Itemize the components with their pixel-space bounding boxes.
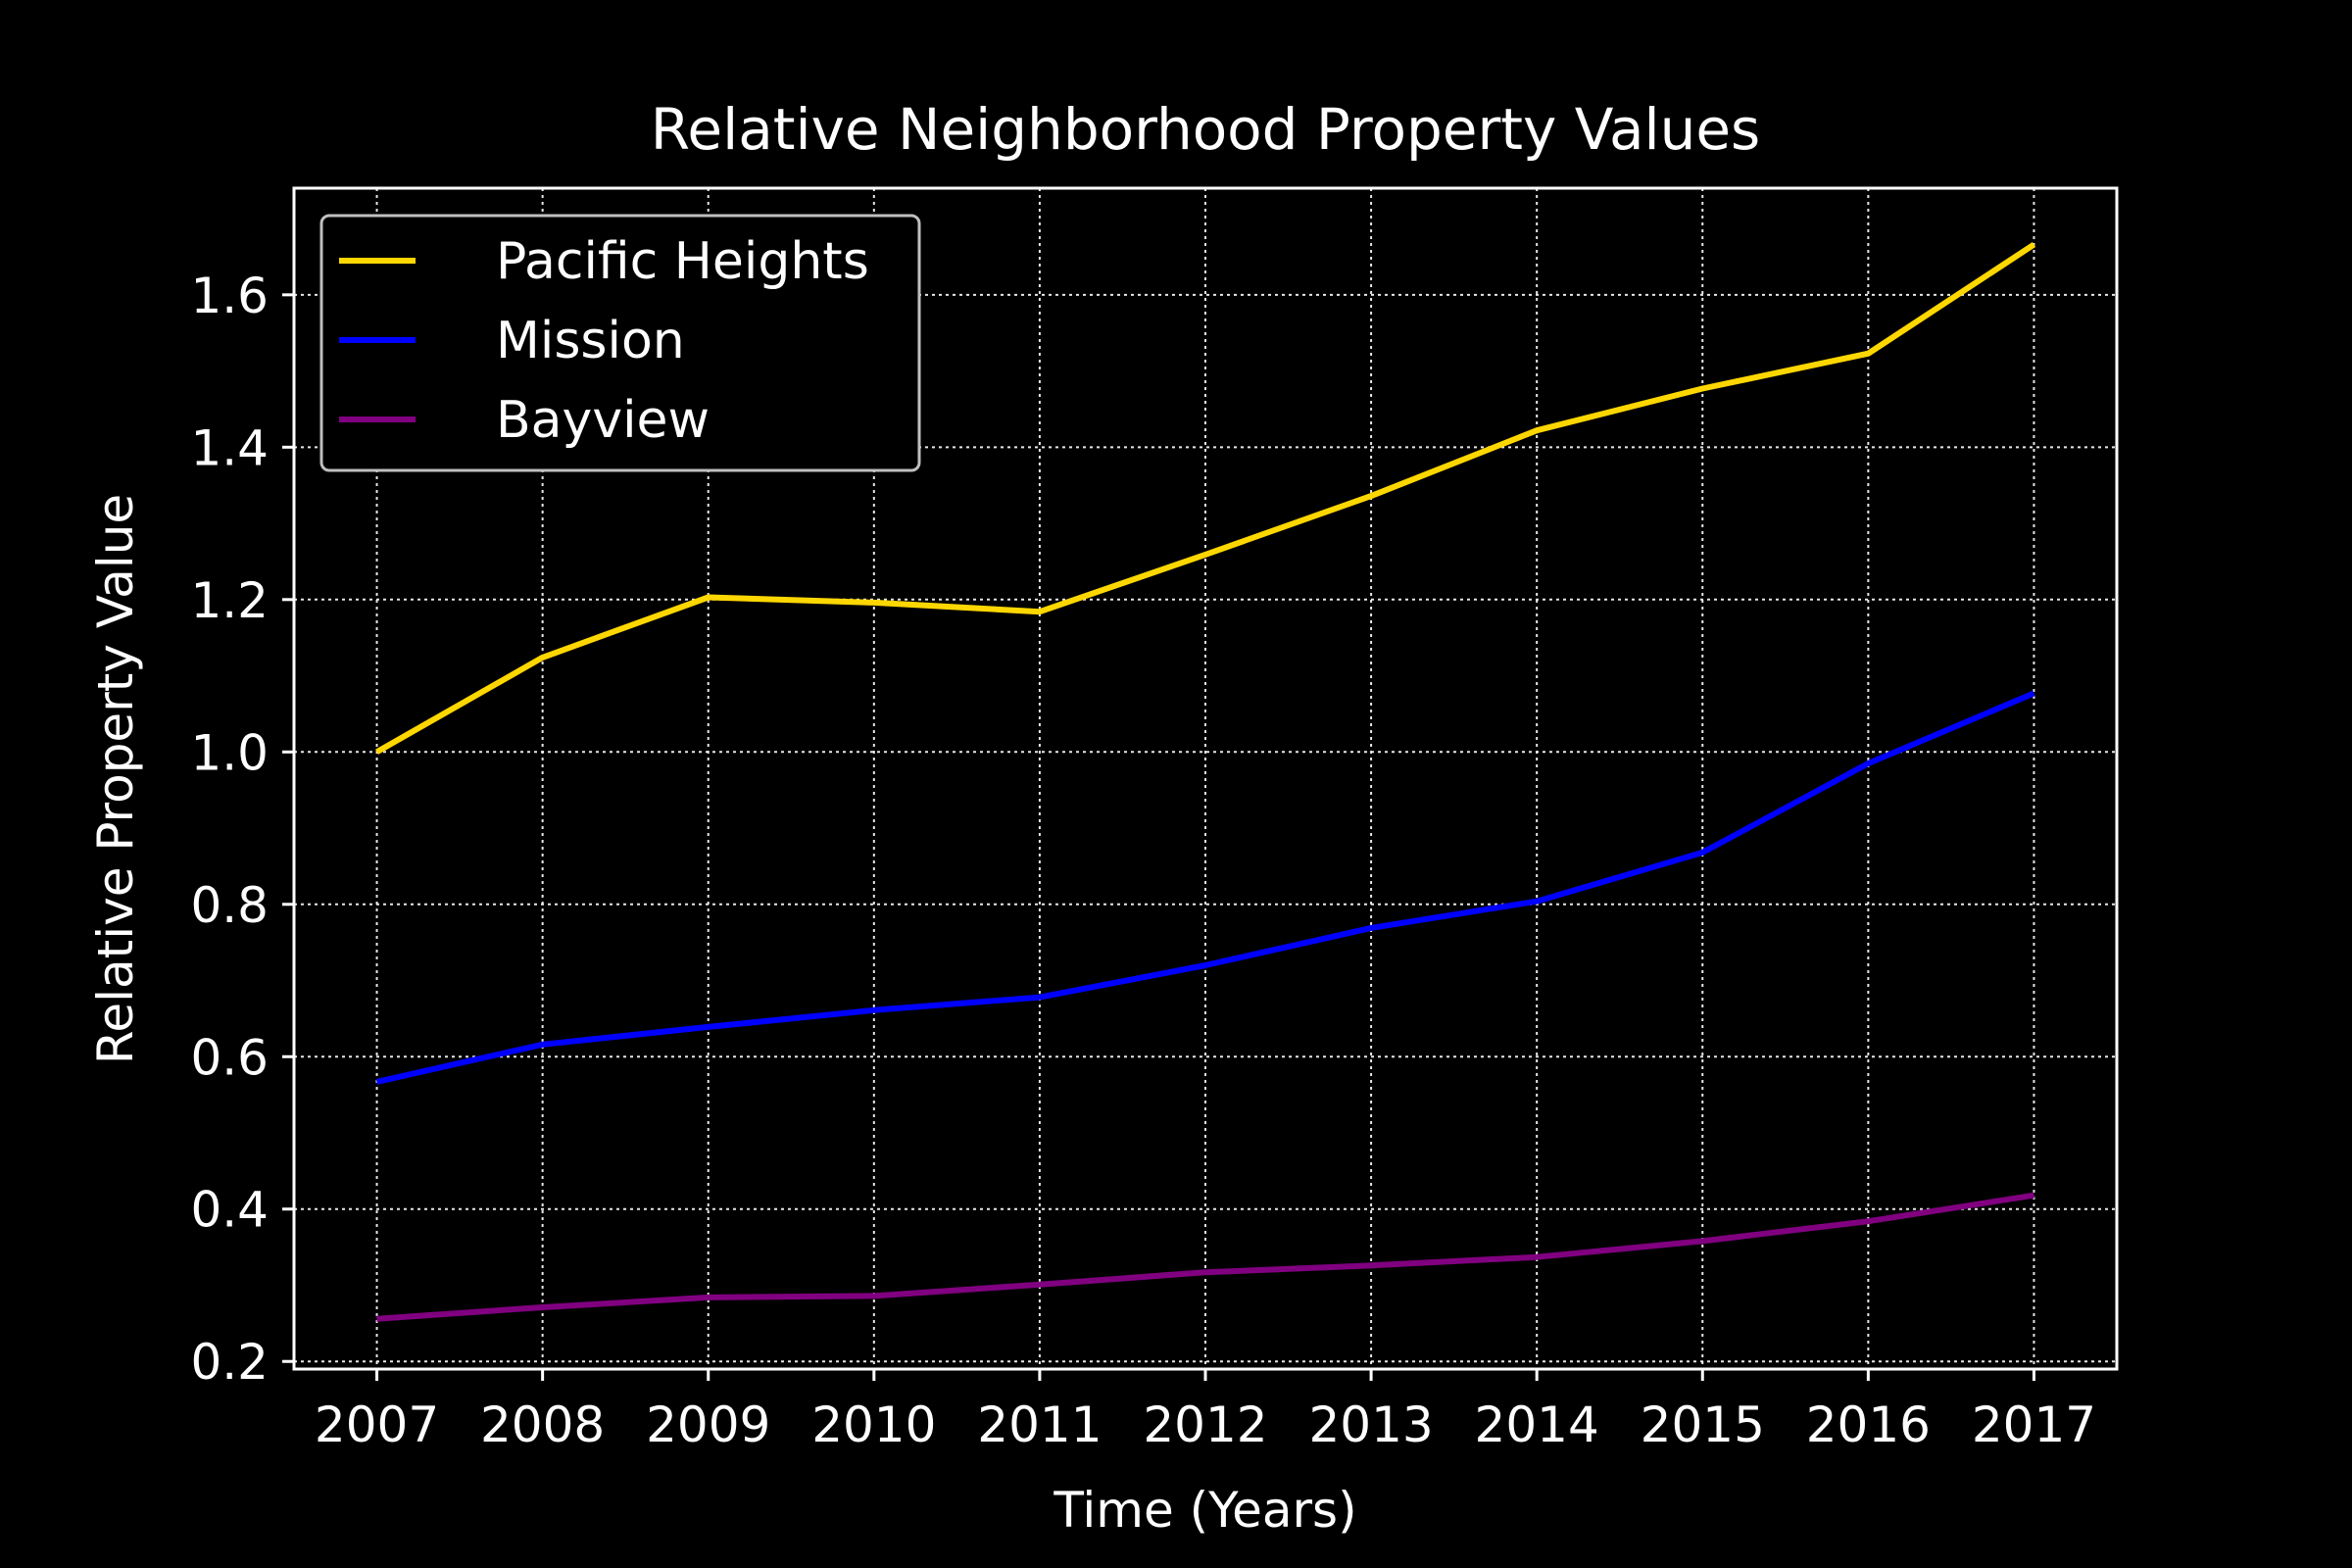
legend-label-mission: Mission [496,312,685,370]
x-axis-label: Time (Years) [1053,1482,1356,1539]
x-tick-label: 2013 [1308,1396,1433,1453]
y-tick-label: 0.4 [190,1182,269,1239]
y-tick-label: 1.6 [190,268,269,324]
y-axis-label: Relative Property Value [87,494,144,1064]
legend-label-bayview: Bayview [496,391,710,450]
y-tick-label: 1.0 [190,724,269,781]
y-tick-label: 0.6 [190,1029,269,1086]
legend-label-pacific-heights: Pacific Heights [496,232,869,291]
series-line-bayview [376,1192,2034,1322]
x-tick-label: 2009 [646,1396,770,1453]
y-tick-label: 0.8 [190,877,269,934]
x-tick-label: 2008 [480,1396,605,1453]
x-tick-label: 2017 [1972,1396,2096,1453]
x-tick-label: 2016 [1806,1396,1931,1453]
y-tick-label: 0.2 [190,1334,269,1391]
y-tick-label: 1.2 [190,572,269,629]
x-tick-label: 2015 [1641,1396,1765,1453]
x-tick-label: 2007 [315,1396,439,1453]
legend: Pacific Heights Mission Bayview [319,214,921,472]
grid [294,188,2117,1369]
series-lines [375,241,2036,1322]
x-tick-label: 2011 [977,1396,1102,1453]
chart-title: Relative Neighborhood Property Values [651,96,1761,163]
x-tick-label: 2010 [811,1396,936,1453]
x-tick-label: 2012 [1143,1396,1267,1453]
legend-box [319,214,921,472]
x-tick-label: 2014 [1475,1396,1599,1453]
y-tick-label: 1.4 [190,419,269,476]
series-line-mission [375,690,2035,1085]
series-line-pacific-heights [375,241,2036,755]
axis-ticks: 2007 2008 2009 2010 2011 2012 2013 2014 2015 2016… [190,268,2096,1453]
